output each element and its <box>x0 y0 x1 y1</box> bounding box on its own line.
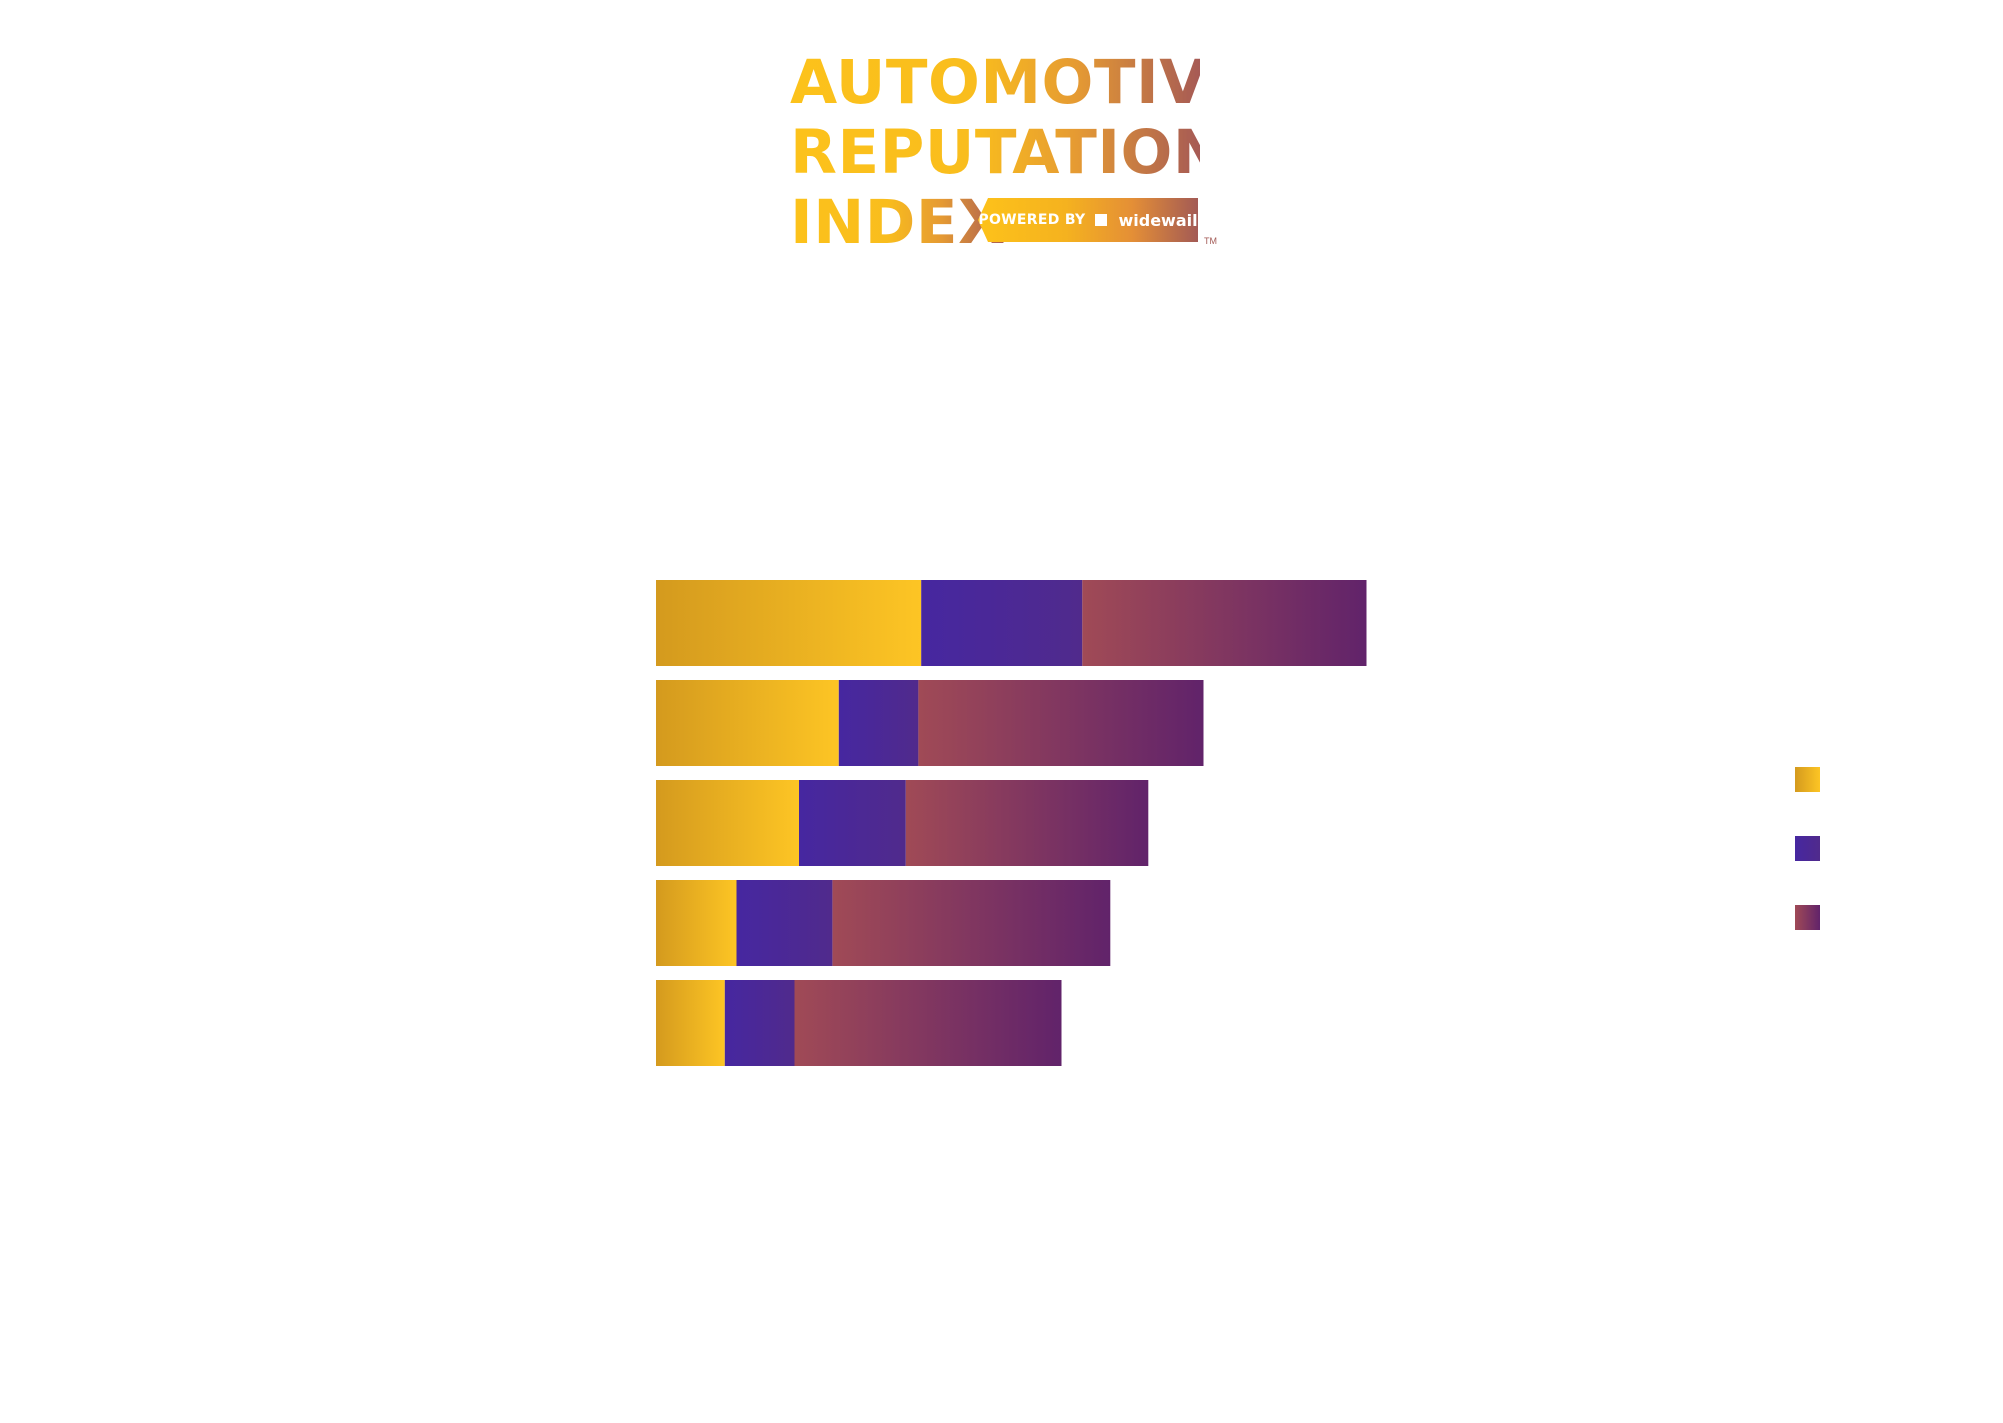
bar-4-segment-1 <box>656 880 737 966</box>
logo-title-line-3: INDEX <box>790 187 1006 258</box>
trademark-symbol: TM <box>1204 236 1217 246</box>
automotive-reputation-index-logo: AUTOMOTIVE REPUTATION INDEX POWERED BY w… <box>790 46 1250 266</box>
bars-layer <box>656 580 1367 1066</box>
bar-5-segment-2 <box>724 980 795 1066</box>
legend-swatch-3 <box>1795 905 1820 930</box>
powered-by-badge: POWERED BY widewail <box>978 198 1198 242</box>
bar-5-segment-1 <box>656 980 725 1066</box>
legend-swatch-2 <box>1795 836 1820 861</box>
logo-title-line-1: AUTOMOTIVE <box>790 47 1250 118</box>
bar-1-segment-1 <box>656 580 922 666</box>
bar-1-segment-2 <box>921 580 1083 666</box>
logo-title-line-2: REPUTATION <box>790 117 1225 188</box>
bar-4-segment-2 <box>736 880 833 966</box>
bar-2-segment-3 <box>918 680 1204 766</box>
bar-3-segment-1 <box>656 780 799 866</box>
bar-3-segment-2 <box>799 780 906 866</box>
bar-2-segment-1 <box>656 680 839 766</box>
bar-3-segment-3 <box>905 780 1149 866</box>
legend <box>1795 767 1820 930</box>
widewail-mark-icon <box>1095 214 1108 226</box>
brand-name: widewail <box>1118 210 1198 230</box>
legend-swatch-1 <box>1795 767 1820 792</box>
bar-2-segment-2 <box>838 680 919 766</box>
bar-1-segment-3 <box>1082 580 1367 666</box>
powered-by-label: POWERED BY <box>978 212 1086 228</box>
bar-5-segment-3 <box>794 980 1062 1066</box>
bar-4-segment-3 <box>832 880 1111 966</box>
